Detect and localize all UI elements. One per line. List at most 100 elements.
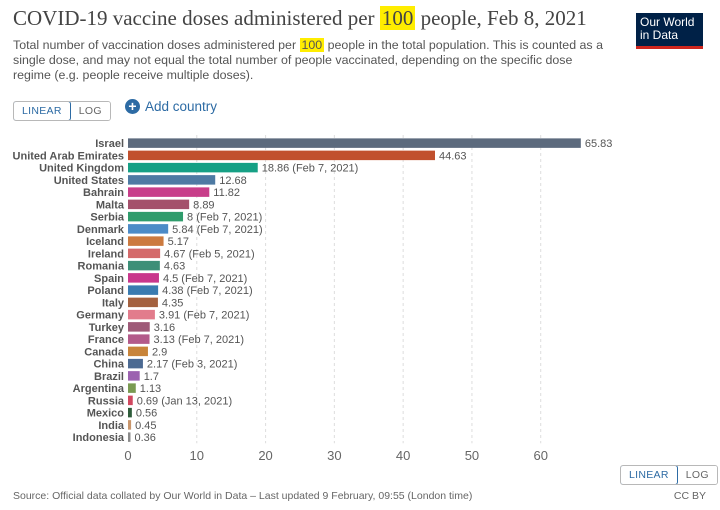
- bar: [128, 309, 155, 320]
- data-label: 4.67 (Feb 5, 2021): [164, 248, 255, 260]
- data-label: 5.17: [168, 236, 189, 248]
- data-label: 11.82: [213, 187, 240, 199]
- bar-chart: 0 10 20 30 40 50 60 Israel 65.83 United Arab Emir…: [13, 135, 613, 463]
- logo-line2: in Data: [640, 28, 679, 42]
- linear-scale-button[interactable]: LINEAR: [13, 102, 71, 120]
- category-label: Ireland: [88, 248, 124, 260]
- add-country-button[interactable]: + Add country: [125, 99, 217, 114]
- bar: [128, 358, 143, 369]
- bar: [128, 236, 164, 246]
- scale-toggle-top: LINEAR LOG: [13, 101, 111, 121]
- category-label: Brazil: [94, 371, 124, 383]
- log-scale-button-bottom[interactable]: LOG: [677, 466, 717, 484]
- bar: [128, 383, 136, 393]
- chart-title: COVID-19 vaccine doses administered per …: [13, 6, 587, 30]
- category-label: Germany: [76, 310, 125, 322]
- logo-bar: [636, 46, 703, 49]
- license-link[interactable]: CC BY: [673, 490, 706, 502]
- category-label: Spain: [94, 273, 124, 285]
- bar: [128, 187, 210, 197]
- bar: [128, 432, 131, 442]
- category-label: Iceland: [86, 236, 124, 248]
- data-label: 3.16: [154, 322, 175, 334]
- bar: [128, 211, 184, 222]
- bar: [128, 346, 148, 357]
- data-label: 4.5 (Feb 7, 2021): [163, 273, 247, 285]
- bar: [128, 322, 150, 332]
- scale-toggle-bottom: LINEAR LOG: [620, 465, 718, 485]
- data-label: 0.56: [136, 408, 157, 420]
- category-label: Bahrain: [83, 187, 124, 199]
- source-note: Source: Official data collated by Our Wo…: [13, 490, 473, 502]
- log-scale-button[interactable]: LOG: [70, 102, 110, 120]
- bar: [128, 297, 158, 308]
- data-label: 4.63: [164, 261, 185, 273]
- linear-scale-button-bottom[interactable]: LINEAR: [620, 466, 678, 484]
- data-label: 8 (Feb 7, 2021): [187, 212, 262, 224]
- category-label: China: [93, 359, 124, 371]
- data-label: 0.45: [135, 420, 156, 432]
- data-label: 8.89: [193, 199, 214, 211]
- x-tick-label: 10: [190, 448, 204, 463]
- category-label: Malta: [96, 199, 125, 211]
- category-label: Argentina: [73, 383, 125, 395]
- bar: [128, 334, 150, 344]
- category-label: Israel: [95, 138, 124, 150]
- data-label: 1.13: [140, 383, 161, 395]
- category-label: Canada: [84, 346, 125, 358]
- category-label: Indonesia: [73, 432, 125, 444]
- category-label: Turkey: [89, 322, 125, 334]
- data-label: 0.69 (Jan 13, 2021): [137, 395, 232, 407]
- x-tick-label: 0: [124, 448, 131, 463]
- bar: [128, 407, 132, 418]
- data-label: 3.91 (Feb 7, 2021): [159, 310, 250, 322]
- bar: [128, 420, 132, 430]
- bar: [128, 260, 160, 271]
- bar: [128, 175, 216, 185]
- data-label: 1.7: [144, 371, 159, 383]
- bar: [128, 162, 258, 173]
- data-label: 2.17 (Feb 3, 2021): [147, 359, 238, 371]
- owid-logo[interactable]: Our World in Data: [636, 13, 703, 49]
- data-label: 4.38 (Feb 7, 2021): [162, 285, 253, 297]
- bar: [128, 138, 581, 148]
- bar: [128, 199, 190, 210]
- category-label: Romania: [78, 261, 125, 273]
- category-label: United Kingdom: [39, 163, 124, 175]
- data-label: 3.13 (Feb 7, 2021): [154, 334, 245, 346]
- bar: [128, 273, 159, 283]
- data-label: 5.84 (Feb 7, 2021): [172, 224, 263, 236]
- title-highlight: 100: [379, 6, 416, 30]
- category-label: France: [88, 334, 124, 346]
- category-label: Poland: [87, 285, 124, 297]
- data-label: 65.83: [585, 138, 613, 150]
- bar: [128, 285, 159, 295]
- x-tick-label: 40: [396, 448, 410, 463]
- data-label: 2.9: [152, 346, 167, 358]
- category-label: Serbia: [90, 212, 125, 224]
- x-tick-label: 20: [258, 448, 272, 463]
- category-label: India: [98, 420, 125, 432]
- category-label: United States: [54, 175, 124, 187]
- add-country-label: Add country: [145, 99, 218, 114]
- bar: [128, 371, 140, 381]
- category-label: United Arab Emirates: [13, 150, 124, 162]
- bar: [128, 150, 436, 161]
- chart-subtitle: Total number of vaccination doses admini…: [13, 38, 603, 82]
- data-label: 12.68: [219, 175, 247, 187]
- data-label: 18.86 (Feb 7, 2021): [262, 163, 359, 175]
- plus-icon: +: [125, 99, 140, 114]
- x-tick-label: 30: [327, 448, 341, 463]
- subtitle-highlight: 100: [299, 38, 325, 52]
- category-label: Denmark: [77, 224, 125, 236]
- data-label: 4.35: [162, 297, 183, 309]
- logo-line1: Our World: [640, 15, 695, 29]
- x-tick-label: 60: [533, 448, 547, 463]
- category-label: Italy: [102, 297, 125, 309]
- category-label: Mexico: [87, 408, 125, 420]
- bar: [128, 248, 161, 259]
- data-label: 0.36: [134, 432, 155, 444]
- data-label: 44.63: [439, 150, 467, 162]
- bar: [128, 395, 133, 406]
- x-tick-label: 50: [465, 448, 479, 463]
